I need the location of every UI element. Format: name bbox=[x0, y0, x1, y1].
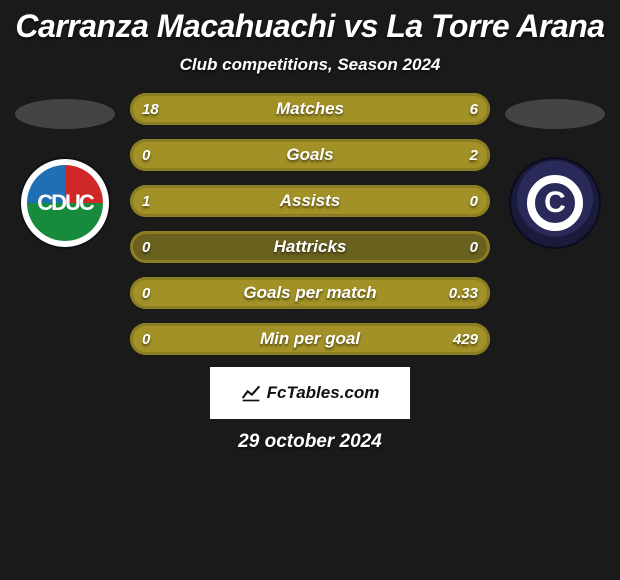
bar-value-left: 1 bbox=[130, 185, 162, 217]
chart-icon bbox=[241, 383, 261, 403]
main-row: CDUC Matches186Goals02Assists10Hattricks… bbox=[0, 93, 620, 355]
bar-label: Hattricks bbox=[130, 231, 490, 263]
stat-bar: Min per goal0 429 bbox=[130, 323, 490, 355]
crest-right-letter: C bbox=[527, 175, 583, 231]
bar-label: Matches bbox=[130, 93, 490, 125]
bar-label: Goals bbox=[130, 139, 490, 171]
player-silhouette-left bbox=[15, 99, 115, 129]
stat-bars: Matches186Goals02Assists10Hattricks00Goa… bbox=[130, 93, 490, 355]
player-silhouette-right bbox=[505, 99, 605, 129]
bar-value-left: 0 bbox=[130, 231, 162, 263]
left-side: CDUC bbox=[10, 93, 120, 249]
bar-value-left: 18 bbox=[130, 93, 171, 125]
bar-value-right: 429 bbox=[441, 323, 490, 355]
right-side: C bbox=[500, 93, 610, 249]
stat-bar: Goals per match00.33 bbox=[130, 277, 490, 309]
bar-value-right: 0 bbox=[458, 231, 490, 263]
stat-bar: Matches18 6 bbox=[130, 93, 490, 125]
watermark: FcTables.com bbox=[210, 367, 410, 419]
comparison-card: Carranza Macahuachi vs La Torre Arana Cl… bbox=[0, 0, 620, 453]
stat-bar: Assists1 0 bbox=[130, 185, 490, 217]
stat-bar: Goals0 2 bbox=[130, 139, 490, 171]
bar-value-right: 2 bbox=[458, 139, 490, 171]
page-title: Carranza Macahuachi vs La Torre Arana bbox=[0, 8, 620, 45]
bar-value-left: 0 bbox=[130, 323, 162, 355]
crest-left-inner: CDUC bbox=[27, 165, 103, 241]
club-crest-right: C bbox=[509, 157, 601, 249]
bar-label: Assists bbox=[130, 185, 490, 217]
bar-label: Min per goal bbox=[130, 323, 490, 355]
bar-value-right: 0.33 bbox=[437, 277, 490, 309]
date-text: 29 october 2024 bbox=[0, 431, 620, 453]
stat-bar: Hattricks0 0 bbox=[130, 231, 490, 263]
club-crest-left: CDUC bbox=[19, 157, 111, 249]
watermark-text: FcTables.com bbox=[267, 383, 380, 403]
bar-value-left: 0 bbox=[130, 139, 162, 171]
bar-value-right: 6 bbox=[458, 93, 490, 125]
bar-value-left: 0 bbox=[130, 277, 162, 309]
subtitle: Club competitions, Season 2024 bbox=[0, 55, 620, 75]
crest-left-letters: CDUC bbox=[27, 165, 103, 241]
bar-value-right: 0 bbox=[458, 185, 490, 217]
